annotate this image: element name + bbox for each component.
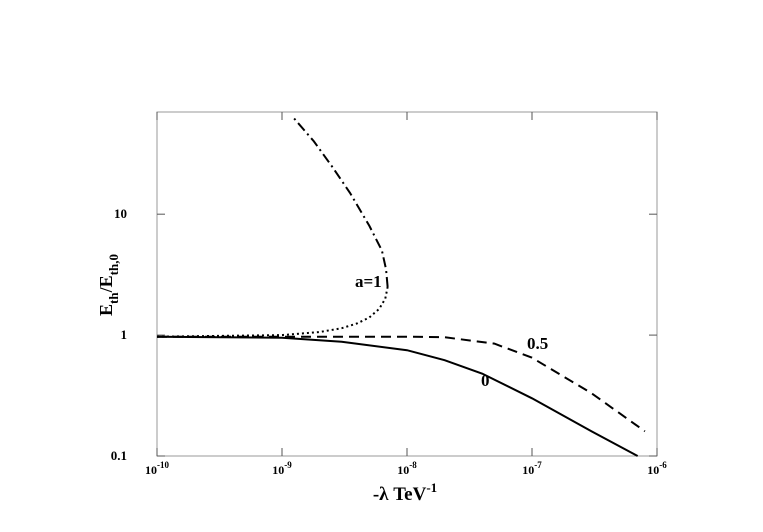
x-tick-base: 10 bbox=[522, 463, 534, 477]
x-tick-exp: -10 bbox=[157, 460, 169, 470]
plot-frame bbox=[156, 111, 658, 457]
curve bbox=[291, 115, 389, 288]
x-tick-exp: -6 bbox=[659, 460, 667, 470]
x-tick-exp: -9 bbox=[284, 460, 292, 470]
y-tick-label: 10 bbox=[114, 206, 127, 221]
curve bbox=[156, 286, 389, 338]
y-tick-label: 1 bbox=[121, 327, 128, 342]
curve bbox=[157, 335, 646, 433]
curve-label: 0.5 bbox=[527, 334, 548, 353]
x-tick-exp: -7 bbox=[534, 460, 542, 470]
y-axis-label: Eth/Eth,0 bbox=[96, 254, 121, 316]
x-tick-label: 10-6 bbox=[647, 460, 667, 477]
y-tick-label: 0.1 bbox=[111, 448, 127, 463]
x-tick-label: 10-7 bbox=[522, 460, 542, 477]
x-tick-base: 10 bbox=[397, 463, 409, 477]
x-axis-label: -λ TeV-1 bbox=[373, 480, 437, 505]
x-tick-label: 10-8 bbox=[397, 460, 417, 477]
x-tick-label: 10-9 bbox=[272, 460, 292, 477]
x-tick-label: 10-10 bbox=[145, 460, 169, 477]
x-tick-base: 10 bbox=[647, 463, 659, 477]
curve bbox=[156, 335, 639, 457]
curve-label: a=1 bbox=[355, 272, 382, 291]
x-tick-exp: -8 bbox=[409, 460, 417, 470]
curve-label: 0 bbox=[481, 371, 490, 390]
x-tick-base: 10 bbox=[272, 463, 284, 477]
x-tick-base: 10 bbox=[145, 463, 157, 477]
